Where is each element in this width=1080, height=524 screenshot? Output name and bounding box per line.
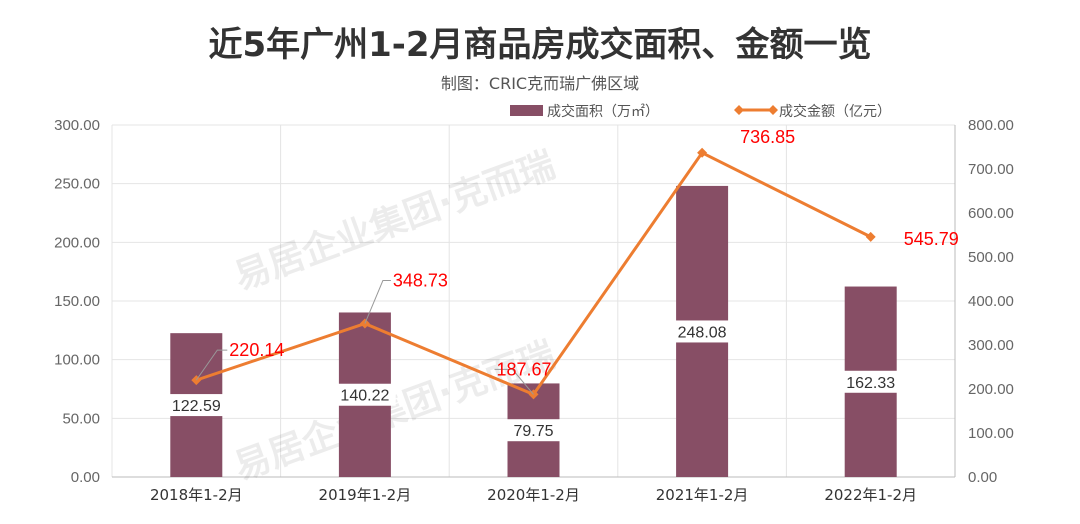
y2-tick-label: 600.00: [968, 205, 1014, 222]
y-tick-label: 50.00: [62, 410, 100, 427]
bar-label-bg: [671, 320, 733, 343]
x-tick-label: 2021年1-2月: [656, 486, 749, 504]
leader-line: [364, 280, 391, 324]
y-tick-label: 100.00: [54, 352, 100, 369]
legend-line-label: 成交金额（亿元）: [779, 103, 891, 120]
y2-tick-label: 300.00: [968, 337, 1014, 354]
bar-label: 122.59: [172, 398, 221, 415]
line-label: 187.67: [497, 359, 552, 379]
leader-line: [494, 368, 534, 395]
legend-bar-swatch: [510, 105, 543, 116]
y-tick-label: 250.00: [54, 176, 100, 193]
bar-label-bg: [334, 383, 396, 406]
line-label: 220.14: [229, 340, 284, 360]
y-tick-label: 0.00: [71, 469, 100, 486]
y2-tick-label: 700.00: [968, 161, 1014, 178]
y2-tick-label: 100.00: [968, 425, 1014, 442]
line-label: 736.85: [740, 127, 795, 147]
bar-label: 79.75: [513, 423, 553, 440]
y2-tick-label: 800.00: [968, 117, 1014, 134]
line-label: 348.73: [393, 271, 448, 291]
chart-title: 近5年广州1-2月商品房成交面积、金额一览: [208, 25, 871, 65]
line-point: [697, 147, 708, 158]
y-tick-label: 200.00: [54, 234, 100, 251]
line-point: [865, 231, 876, 242]
bar-label: 140.22: [340, 388, 389, 405]
bar-label: 248.08: [678, 324, 727, 341]
bar-label: 162.33: [846, 375, 895, 392]
legend-bar-label: 成交面积（万㎡）: [547, 103, 659, 120]
y2-tick-label: 200.00: [968, 381, 1014, 398]
x-tick-label: 2019年1-2月: [319, 486, 412, 504]
y-tick-label: 300.00: [54, 117, 100, 134]
legend-line-swatch: [734, 105, 778, 115]
bar-label-bg: [839, 370, 902, 393]
leader-line: [195, 349, 228, 381]
x-tick-label: 2018年1-2月: [150, 486, 243, 504]
x-tick-label: 2022年1-2月: [824, 486, 917, 504]
y-tick-label: 150.00: [54, 293, 100, 310]
bar-label-bg: [165, 394, 228, 417]
line-label: 545.79: [904, 229, 959, 249]
bar-label-bg: [507, 419, 560, 442]
y2-tick-label: 400.00: [968, 293, 1014, 310]
x-tick-label: 2020年1-2月: [487, 486, 580, 504]
chart-subtitle: 制图：CRIC克而瑞广佛区域: [441, 74, 639, 93]
y2-tick-label: 500.00: [968, 249, 1014, 266]
y2-tick-label: 0.00: [968, 469, 997, 486]
